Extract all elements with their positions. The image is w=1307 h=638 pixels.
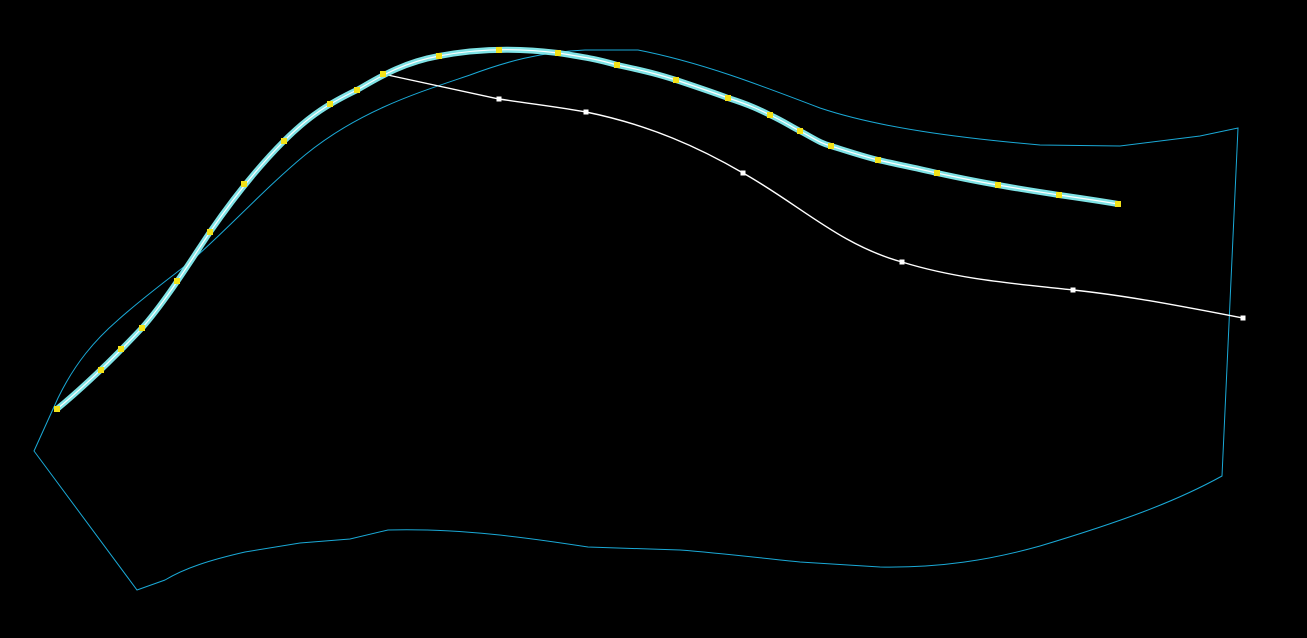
secondary-control-point-handle[interactable] (740, 170, 746, 176)
selected-control-point-handle[interactable] (118, 346, 124, 352)
selected-control-point-handle[interactable] (828, 143, 834, 149)
selected-control-point-handle[interactable] (207, 229, 213, 235)
selected-control-point-handle[interactable] (555, 50, 561, 56)
selected-control-point-handle[interactable] (614, 62, 620, 68)
selected-control-point-handle[interactable] (673, 77, 679, 83)
selected-control-point-handle[interactable] (797, 128, 803, 134)
secondary-control-point-handle[interactable] (583, 109, 589, 115)
selected-control-point-handle[interactable] (139, 325, 145, 331)
selected-control-point-handle[interactable] (725, 95, 731, 101)
selected-control-point-handle[interactable] (934, 170, 940, 176)
selected-control-point-handle[interactable] (995, 182, 1001, 188)
region-boundary[interactable] (33, 49, 1239, 591)
secondary-control-point-handle[interactable] (1240, 315, 1246, 321)
selected-control-point-handle[interactable] (436, 53, 442, 59)
selected-control-points (54, 47, 1121, 412)
selected-control-point-handle[interactable] (496, 47, 502, 53)
selected-control-point-handle[interactable] (54, 406, 60, 412)
selected-control-point-handle[interactable] (174, 278, 180, 284)
selected-control-point-handle[interactable] (1056, 192, 1062, 198)
selected-control-point-handle[interactable] (98, 367, 104, 373)
selected-control-point-handle[interactable] (241, 181, 247, 187)
selected-control-point-handle[interactable] (354, 87, 360, 93)
selected-control-point-handle[interactable] (767, 112, 773, 118)
secondary-control-point-handle[interactable] (1070, 287, 1076, 293)
selected-control-point-handle[interactable] (380, 71, 386, 77)
selected-control-point-handle[interactable] (875, 157, 881, 163)
secondary-control-point-handle[interactable] (496, 96, 502, 102)
selected-control-point-handle[interactable] (281, 138, 287, 144)
selected-control-point-handle[interactable] (1115, 201, 1121, 207)
selected-control-point-handle[interactable] (327, 101, 333, 107)
secondary-control-point-handle[interactable] (899, 259, 905, 265)
secondary-control-points (496, 96, 1246, 321)
